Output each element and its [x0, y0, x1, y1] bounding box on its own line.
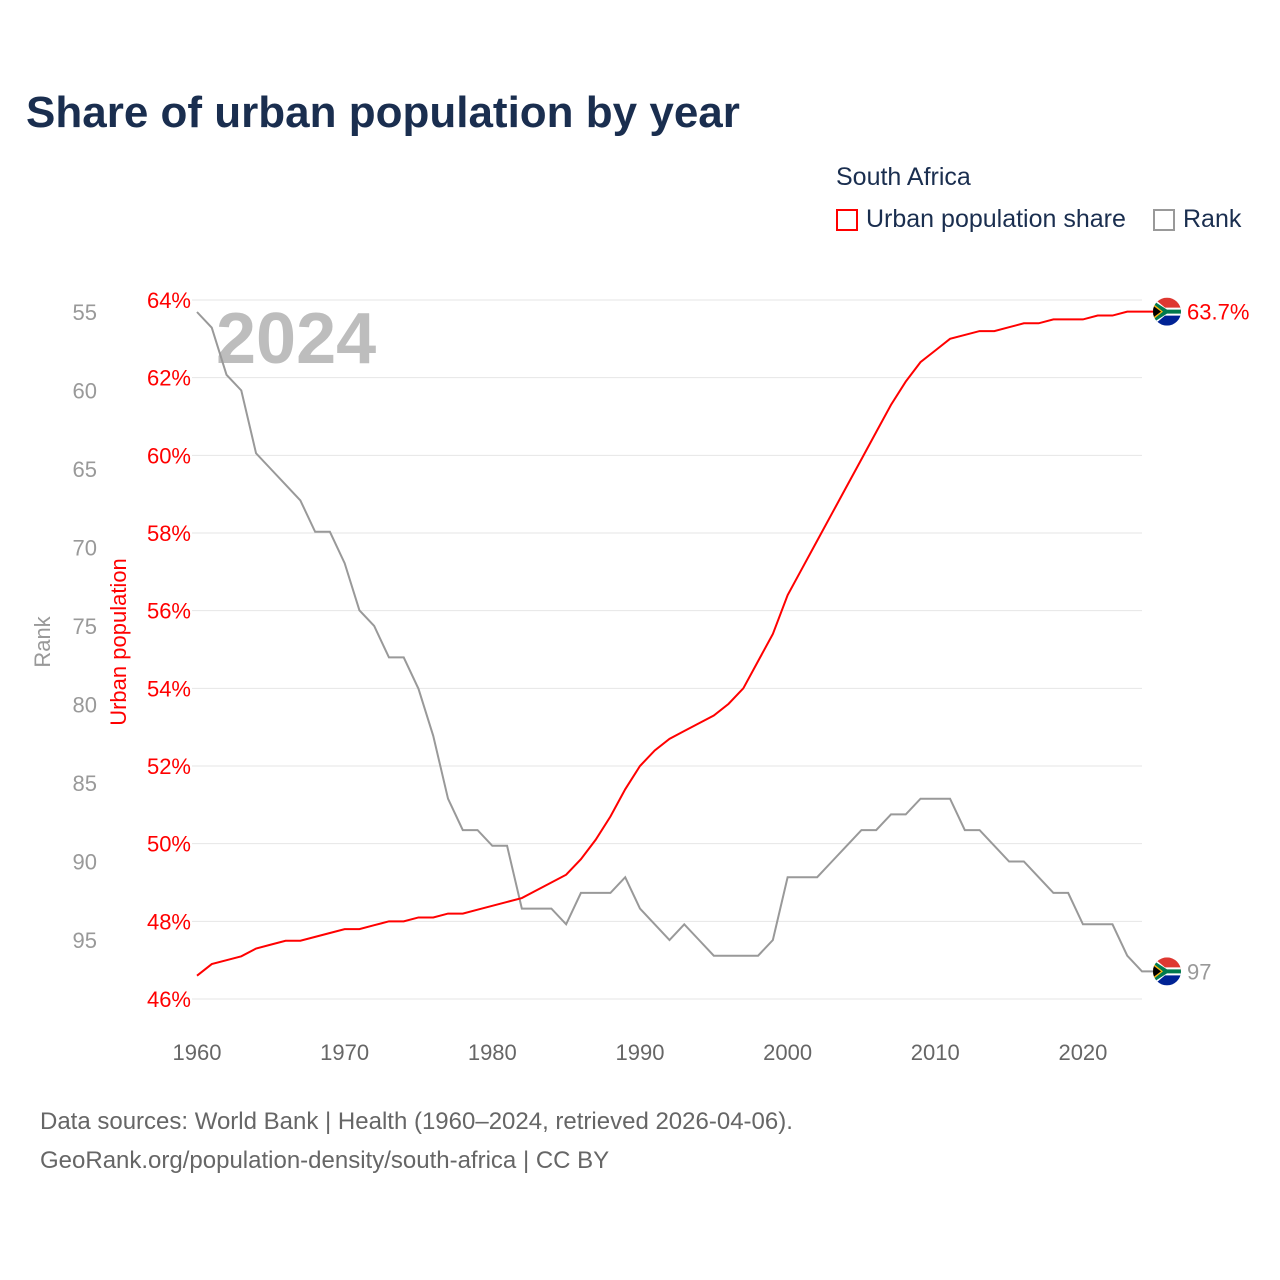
legend-item-rank[interactable]: Rank: [1153, 205, 1241, 234]
rank-tick-label: 60: [73, 379, 97, 404]
urban-axis-label: Urban population: [106, 558, 131, 726]
chart-title: Share of urban population by year: [26, 88, 740, 137]
year-watermark: 2024: [216, 299, 376, 379]
urban-line: [196, 310, 1160, 977]
urban-tick-label: 60%: [147, 443, 191, 468]
legend-label-urban: Urban population share: [866, 205, 1126, 233]
x-tick-label: 2010: [911, 1040, 960, 1065]
urban-tick-label: 62%: [147, 366, 191, 391]
x-tick-label: 1990: [615, 1040, 664, 1065]
rank-tick-label: 55: [73, 300, 97, 325]
rank-tick-label: 85: [73, 771, 97, 796]
footer-link[interactable]: GeoRank.org/population-density/south-afr…: [40, 1147, 610, 1174]
south-africa-flag-icon: [1153, 957, 1181, 986]
rank-tick-label: 70: [73, 536, 97, 561]
x-tick-label: 1970: [320, 1040, 369, 1065]
rank-tick-label: 80: [73, 693, 97, 718]
urban-tick-label: 48%: [147, 909, 191, 934]
rank-line: [196, 311, 1160, 973]
x-tick-label: 2020: [1058, 1040, 1107, 1065]
urban-tick-label: 46%: [147, 987, 191, 1012]
legend-item-urban[interactable]: Urban population share: [836, 205, 1126, 234]
rank-axis-label: Rank: [30, 615, 55, 667]
rank-tick-label: 95: [73, 928, 97, 953]
urban-tick-label: 52%: [147, 754, 191, 779]
urban-tick-label: 54%: [147, 676, 191, 701]
urban-tick-label: 56%: [147, 599, 191, 624]
footer-sources: Data sources: World Bank | Health (1960–…: [40, 1108, 793, 1135]
urban-tick-label: 58%: [147, 521, 191, 546]
rank-tick-label: 65: [73, 457, 97, 482]
legend-label-rank: Rank: [1183, 205, 1242, 233]
x-tick-label: 1980: [468, 1040, 517, 1065]
urban-end-label: 63.7%: [1187, 300, 1249, 325]
legend-swatch-rank: [1153, 208, 1175, 231]
south-africa-flag-icon: [1153, 297, 1181, 326]
legend-swatch-urban: [836, 208, 858, 231]
rank-tick-label: 75: [73, 614, 97, 639]
urban-tick-label: 64%: [147, 288, 191, 313]
urban-tick-label: 50%: [147, 832, 191, 857]
rank-end-label: 97: [1187, 959, 1211, 984]
legend-title: South Africa: [836, 163, 971, 191]
x-tick-label: 2000: [763, 1040, 812, 1065]
x-tick-label: 1960: [173, 1040, 222, 1065]
rank-tick-label: 90: [73, 850, 97, 875]
